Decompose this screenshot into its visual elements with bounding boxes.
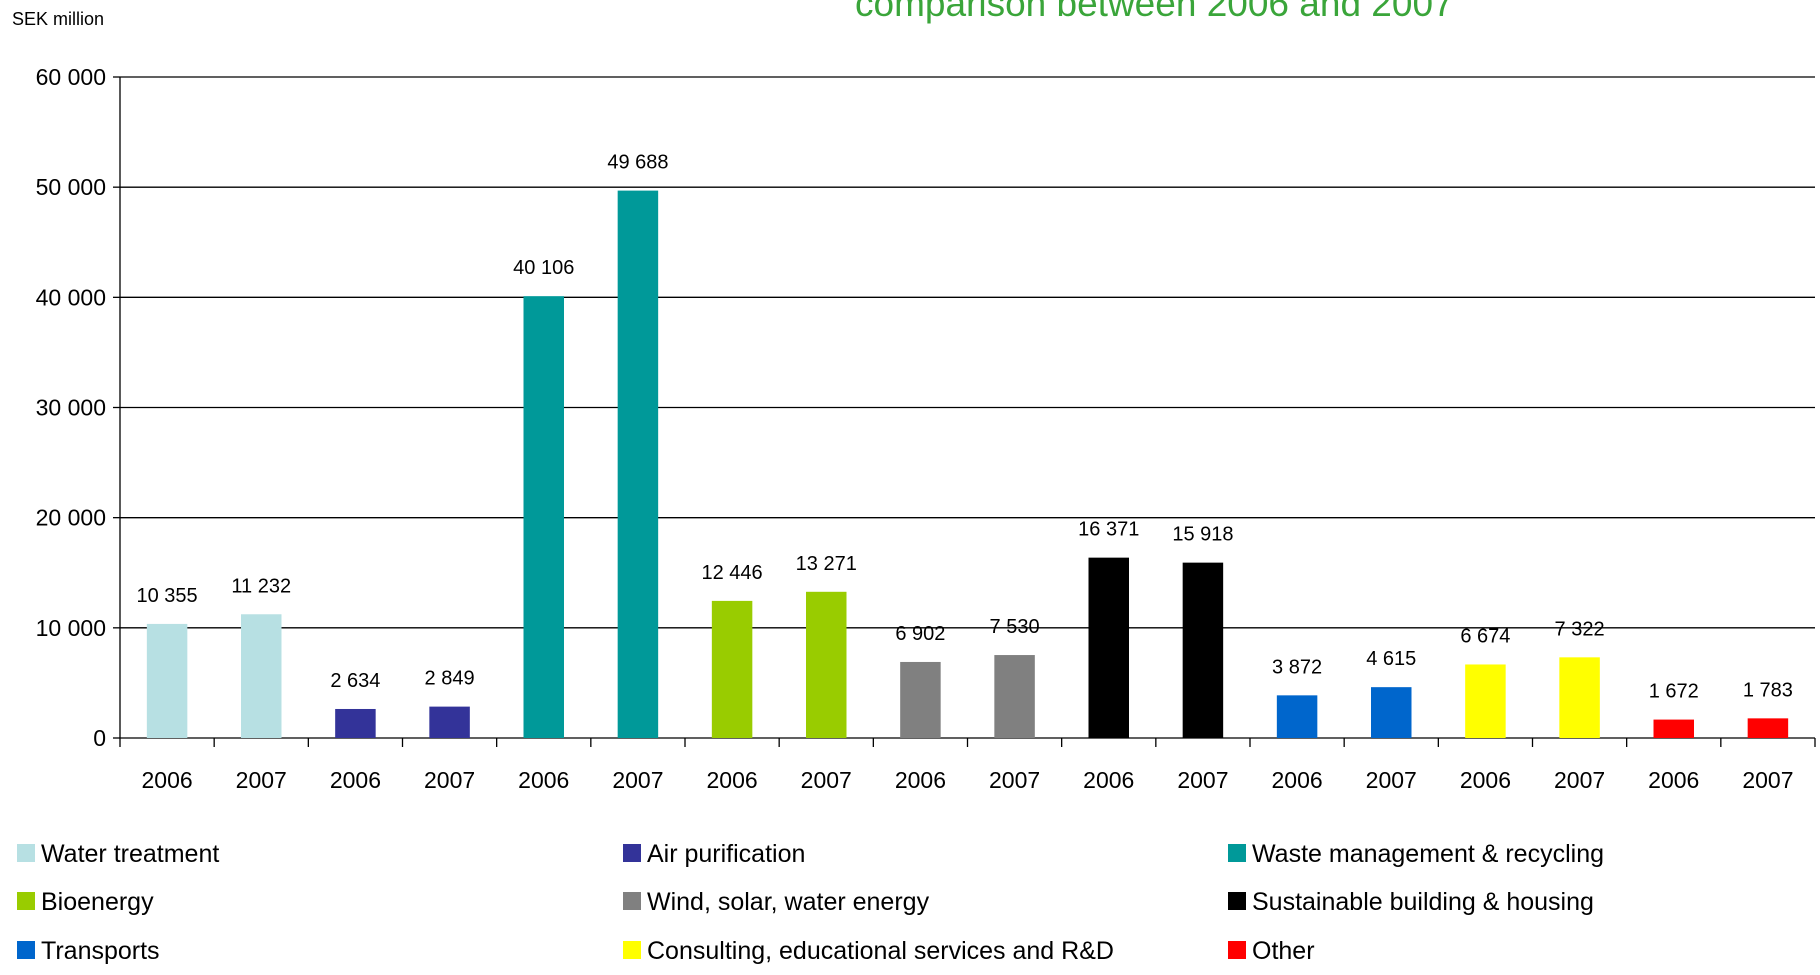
x-tick-label: 2007 [424, 767, 475, 793]
x-tick-label: 2007 [612, 767, 663, 793]
y-tick-label: 10 000 [36, 615, 106, 641]
bar [1559, 657, 1600, 738]
legend-label: Consulting, educational services and R&D [647, 937, 1114, 965]
bar [1371, 687, 1412, 738]
legend-swatch [623, 892, 641, 910]
bar [994, 655, 1035, 738]
data-label: 1 672 [1649, 681, 1699, 703]
bar [1747, 718, 1789, 738]
data-label: 6 902 [895, 623, 945, 645]
y-tick-label: 40 000 [36, 284, 106, 310]
legend-label: Other [1252, 937, 1315, 965]
x-tick-label: 2006 [330, 767, 381, 793]
x-tick-label: 2007 [1366, 767, 1417, 793]
legend-label: Transports [41, 937, 160, 965]
data-label: 16 371 [1078, 519, 1139, 541]
data-label: 2 849 [425, 668, 475, 690]
bar [806, 591, 847, 738]
bar [429, 706, 470, 738]
y-tick-label: 30 000 [36, 395, 106, 421]
bar [900, 661, 941, 738]
data-label: 10 355 [136, 585, 197, 607]
data-label: 7 530 [990, 616, 1040, 638]
data-label: 1 783 [1743, 679, 1793, 701]
x-tick-label: 2006 [141, 767, 192, 793]
legend-label: Air purification [647, 840, 805, 868]
x-tick-label: 2006 [1271, 767, 1322, 793]
x-tick-label: 2006 [1460, 767, 1511, 793]
x-tick-label: 2007 [1742, 767, 1793, 793]
legend-swatch [17, 941, 35, 959]
legend-swatch [1228, 941, 1246, 959]
bar [1088, 557, 1129, 738]
x-tick-label: 2007 [1177, 767, 1228, 793]
data-label: 12 446 [701, 562, 762, 584]
data-label: 7 322 [1555, 618, 1605, 640]
x-tick-label: 2006 [1648, 767, 1699, 793]
y-tick-label: 20 000 [36, 505, 106, 531]
data-label: 3 872 [1272, 656, 1322, 678]
y-tick-label: 0 [93, 725, 106, 751]
data-label: 6 674 [1460, 625, 1510, 647]
y-tick-label: 50 000 [36, 174, 106, 200]
legend-swatch [1228, 892, 1246, 910]
legend-swatch [1228, 844, 1246, 862]
x-tick-label: 2006 [1083, 767, 1134, 793]
legend-swatch [17, 892, 35, 910]
bar [523, 296, 564, 738]
x-tick-label: 2007 [989, 767, 1040, 793]
data-label: 49 688 [607, 152, 668, 174]
x-tick-label: 2007 [801, 767, 852, 793]
legend-label: Bioenergy [41, 888, 154, 916]
data-label: 4 615 [1366, 648, 1416, 670]
y-axis-label: SEK million [12, 9, 104, 29]
bar [1465, 664, 1506, 738]
bar [1276, 695, 1318, 738]
legend-label: Waste management & recycling [1252, 840, 1604, 868]
bar [241, 614, 282, 738]
bar [617, 190, 659, 738]
bar [711, 600, 753, 738]
x-tick-label: 2006 [706, 767, 757, 793]
x-tick-label: 2007 [236, 767, 287, 793]
data-label: 13 271 [796, 553, 857, 575]
data-label: 15 918 [1172, 524, 1233, 546]
bar [146, 623, 188, 738]
bar [1653, 719, 1694, 738]
bar [1182, 562, 1224, 738]
legend-swatch [623, 941, 641, 959]
data-label: 2 634 [330, 670, 380, 692]
x-tick-label: 2006 [895, 767, 946, 793]
legend-label: Water treatment [41, 840, 219, 868]
chart-title: comparison between 2006 and 2007 [855, 0, 1454, 24]
legend-swatch [17, 844, 35, 862]
legend-label: Wind, solar, water energy [647, 888, 930, 916]
data-label: 11 232 [231, 575, 291, 597]
x-tick-label: 2006 [518, 767, 569, 793]
y-tick-label: 60 000 [36, 64, 106, 90]
legend-swatch [623, 844, 641, 862]
data-label: 40 106 [513, 257, 574, 279]
legend-label: Sustainable building & housing [1252, 888, 1594, 916]
bar [335, 708, 376, 738]
x-tick-label: 2007 [1554, 767, 1605, 793]
